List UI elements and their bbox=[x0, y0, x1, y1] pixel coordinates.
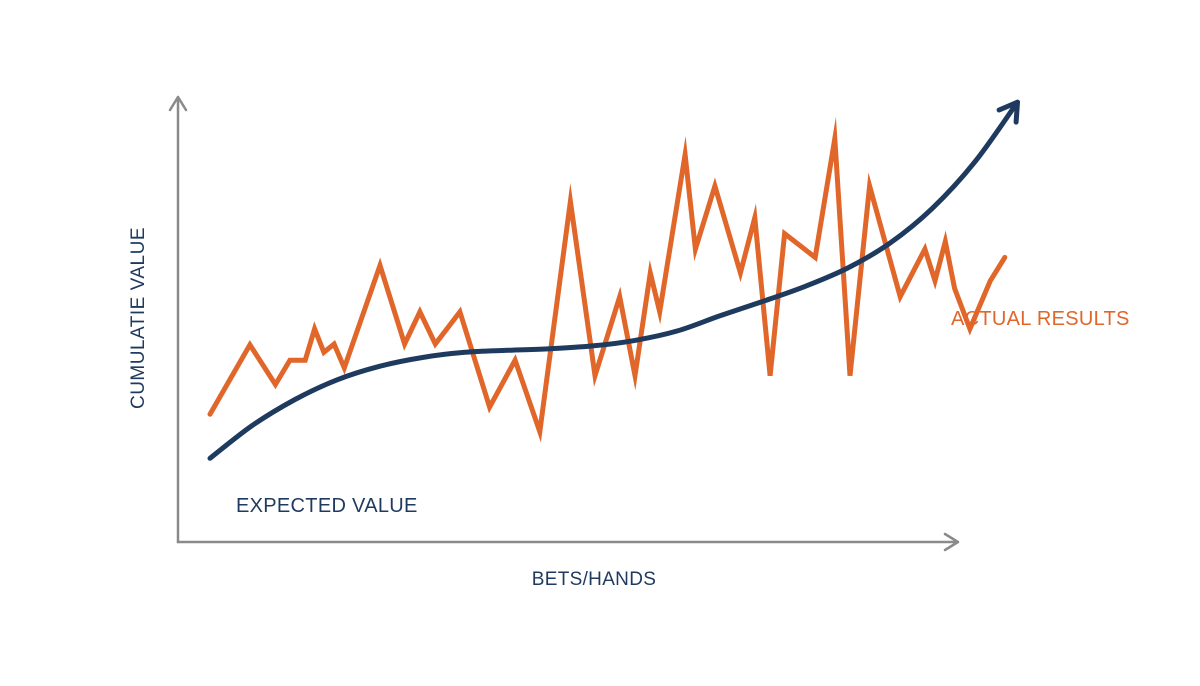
expected-value-arrow-icon bbox=[996, 99, 1020, 125]
x-axis-label: BETS/HANDS bbox=[532, 569, 656, 590]
x-axis-arrow-icon bbox=[943, 532, 960, 552]
y-axis-label: CUMULATIE VALUE bbox=[128, 227, 149, 409]
series-label-actual-results: ACTUAL RESULTS bbox=[951, 308, 1130, 330]
series-layer bbox=[207, 99, 1020, 461]
series-label-expected-value: EXPECTED VALUE bbox=[236, 495, 418, 517]
axes bbox=[168, 95, 960, 552]
series-line-actual-results bbox=[207, 116, 1008, 443]
y-axis-arrow-icon bbox=[168, 95, 188, 112]
series-line-expected-value bbox=[207, 99, 1020, 461]
